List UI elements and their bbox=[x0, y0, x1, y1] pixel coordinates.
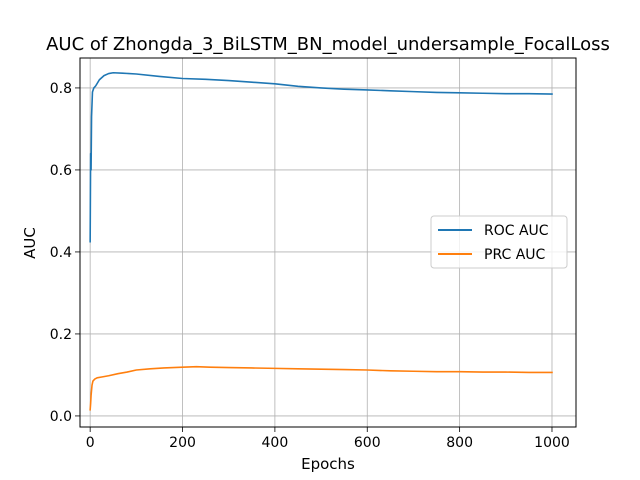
x-tick-label: 1000 bbox=[534, 435, 570, 451]
y-tick-label: 0.0 bbox=[50, 409, 72, 425]
y-tick-label: 0.8 bbox=[50, 81, 72, 97]
x-axis-label: Epochs bbox=[301, 455, 355, 473]
x-tick-label: 200 bbox=[169, 435, 196, 451]
series-layer bbox=[89, 71, 553, 411]
y-axis-ticks: 0.0 0.2 0.4 0.6 0.8 bbox=[50, 81, 80, 425]
legend: ROC AUC PRC AUC bbox=[430, 215, 568, 269]
x-tick-label: 800 bbox=[446, 435, 473, 451]
y-tick-label: 0.2 bbox=[50, 327, 72, 343]
chart-title: AUC of Zhongda_3_BiLSTM_BN_model_undersa… bbox=[46, 34, 610, 55]
series-line-roc-auc bbox=[89, 71, 553, 243]
x-tick-label: 0 bbox=[86, 435, 95, 451]
series-line-prc-auc bbox=[89, 365, 553, 411]
plot-frame bbox=[79, 57, 577, 428]
x-axis-ticks: 0 200 400 600 800 1000 bbox=[86, 427, 570, 451]
legend-label-prc-auc: PRC AUC bbox=[484, 247, 546, 263]
y-tick-label: 0.4 bbox=[50, 245, 72, 261]
y-tick-label: 0.6 bbox=[50, 163, 72, 179]
x-tick-label: 400 bbox=[262, 435, 289, 451]
x-tick-label: 600 bbox=[354, 435, 381, 451]
legend-label-roc-auc: ROC AUC bbox=[484, 223, 549, 239]
y-axis-label: AUC bbox=[21, 227, 39, 259]
